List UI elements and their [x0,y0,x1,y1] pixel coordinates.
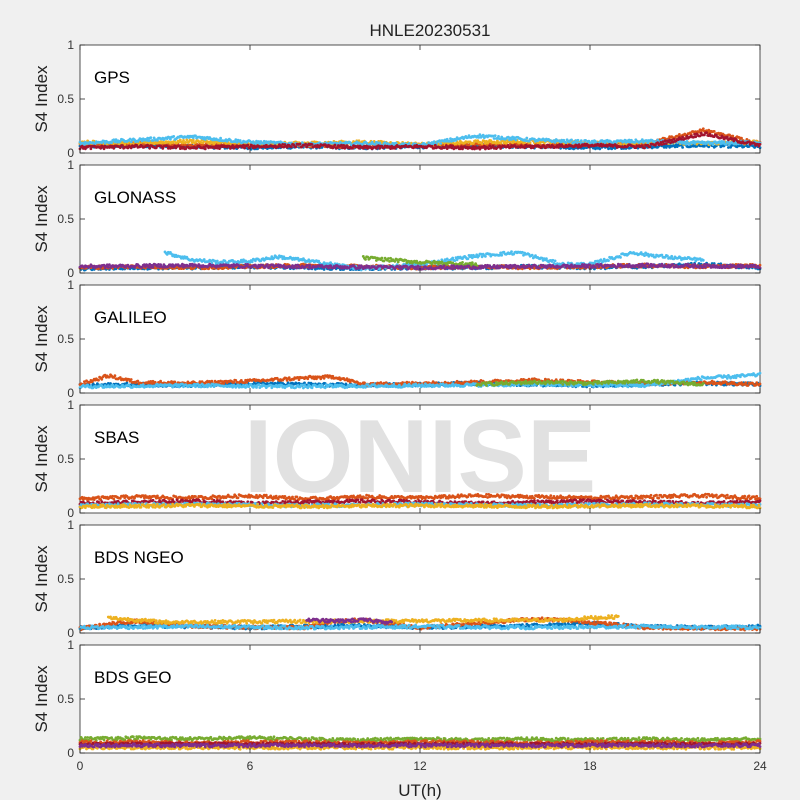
data-point [698,128,702,132]
data-point [525,136,529,140]
data-point [643,146,646,150]
data-point [703,144,706,148]
data-point [664,142,668,145]
data-point [506,144,510,147]
data-point [712,130,716,133]
data-point [619,142,622,146]
data-point [172,135,176,138]
data-point [648,145,652,149]
data-point [740,136,743,140]
data-point [673,145,677,149]
data-point [731,134,735,138]
data-point [569,147,572,150]
data-point [577,143,581,147]
data-point [579,139,583,143]
data-point [491,144,495,148]
data-point [191,138,195,142]
data-point [484,255,487,258]
data-point [203,147,207,151]
data-point [466,257,470,261]
data-point [607,259,610,262]
data-point [185,138,189,142]
data-point [333,143,337,147]
data-point [182,139,185,142]
data-point [112,146,116,150]
data-point [493,134,497,138]
data-point [238,139,242,142]
data-point [500,253,504,257]
data-point [735,145,739,149]
data-point [480,142,484,146]
data-point [310,143,314,146]
data-point [439,142,443,145]
data-point [298,142,302,146]
data-point [497,135,500,138]
data-point [572,147,576,151]
data-point [364,258,367,261]
data-point [514,138,518,142]
data-point [250,260,254,264]
data-point [545,146,548,149]
data-point [212,142,216,146]
data-point [199,141,203,144]
data-point [351,146,354,150]
data-point [380,256,384,260]
data-point [246,143,250,147]
chart-title: HNLE20230531 [370,21,491,40]
data-point [290,145,293,149]
data-point [215,259,219,263]
data-point [570,138,573,142]
data-point [510,250,513,254]
data-point [753,146,756,149]
data-point [89,147,93,151]
data-point [619,256,622,259]
data-point [123,143,127,147]
data-point [393,260,397,263]
data-point [189,139,193,142]
data-point [727,146,730,149]
data-point [147,139,151,143]
y-tick-label: 0.5 [57,92,74,106]
data-point [607,147,610,151]
data-point [678,133,681,136]
data-point [320,146,324,149]
data-point [697,130,701,134]
data-point [407,142,411,145]
data-point [86,139,89,143]
y-axis-label: S4 Index [32,65,51,133]
data-point [181,141,184,145]
data-point [707,128,711,132]
data-point [701,127,705,131]
data-point [149,136,153,140]
data-point [705,131,708,135]
data-point [666,254,669,258]
data-point [598,147,602,151]
data-point [701,258,705,262]
data-point [530,253,534,257]
data-point [190,141,194,145]
data-point [758,142,762,146]
data-point [148,146,152,150]
data-point [670,254,674,258]
data-point [184,141,188,144]
data-point [725,135,729,139]
data-point [208,142,212,146]
data-point [219,136,223,140]
data-point [662,145,666,149]
data-point [148,142,152,145]
y-tick-label: 1 [67,38,74,52]
data-point [223,259,227,263]
data-point [576,138,580,142]
data-point [553,259,557,263]
data-point [711,143,715,147]
data-point [681,146,684,149]
data-point [461,261,464,264]
data-point [202,258,206,261]
panel-label: GPS [94,68,130,87]
data-point [294,145,298,149]
